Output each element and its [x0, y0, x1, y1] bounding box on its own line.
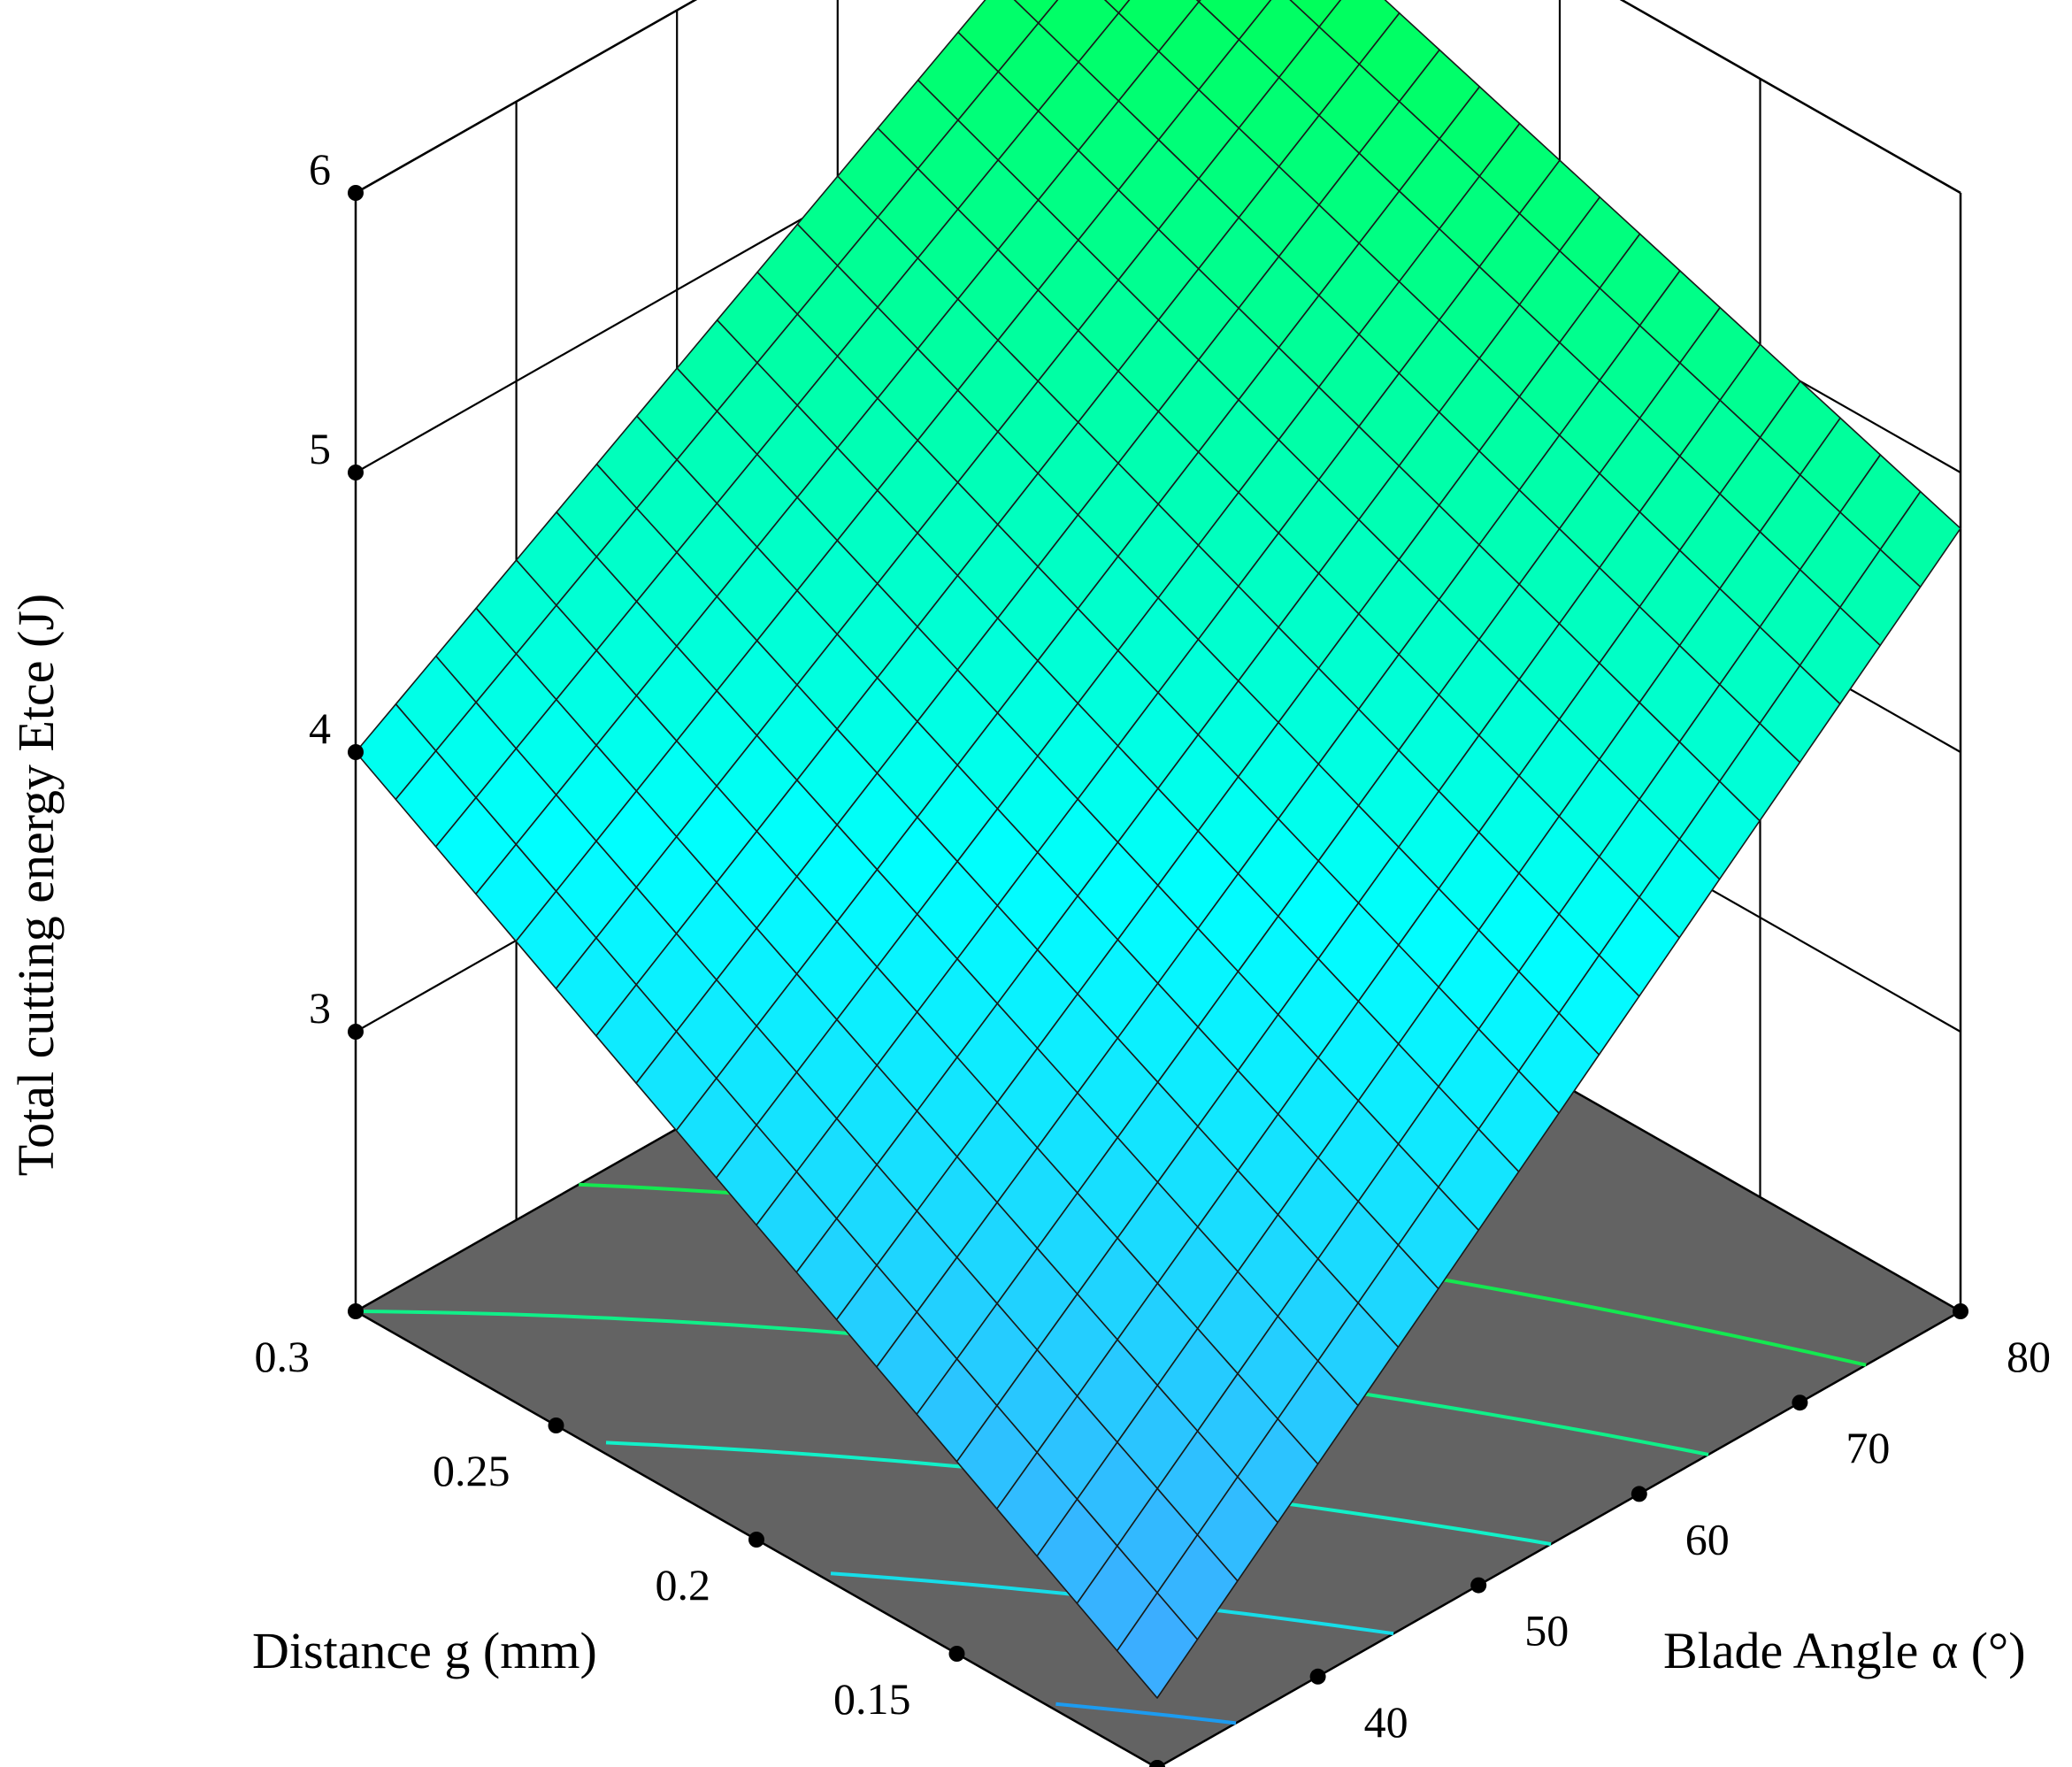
y-tick-label-1: 40	[1364, 1697, 1408, 1747]
y-tick-marker-2	[1470, 1577, 1487, 1594]
z-tick-marker-0	[348, 1024, 364, 1040]
response-surface	[355, 0, 1961, 1699]
x-tick-label-2: 0.2	[656, 1560, 711, 1610]
x-tick-marker-3	[548, 1417, 564, 1433]
y-tick-marker-5	[1953, 1303, 1968, 1319]
surface-cell-0-0	[1116, 1592, 1199, 1699]
x-tick-marker-4	[348, 1303, 364, 1319]
x-tick-marker-1	[948, 1646, 965, 1662]
surface-cell-18-17	[1103, 0, 1131, 14]
tick-labels: 0.10.150.20.250.33040506070803456	[255, 144, 2052, 1747]
y-tick-label-5: 80	[2007, 1332, 2051, 1381]
surface-cell-19-16	[1013, 0, 1059, 24]
y-tick-label-3: 60	[1685, 1514, 1730, 1563]
y-axis-title: Blade Angle α (°)	[1663, 1622, 2026, 1679]
z-tick-marker-2	[348, 465, 364, 480]
y-tick-marker-4	[1792, 1394, 1808, 1411]
x-tick-label-4: 0.3	[255, 1332, 311, 1381]
z-tick-marker-3	[348, 185, 364, 201]
x-tick-marker-2	[748, 1532, 764, 1548]
x-axis-title: Distance g (mm)	[252, 1622, 597, 1679]
z-tick-label-2: 5	[309, 424, 331, 473]
z-tick-marker-1	[348, 744, 364, 760]
x-tick-label-3: 0.25	[433, 1446, 510, 1495]
z-tick-label-3: 6	[309, 144, 331, 194]
z-tick-label-1: 4	[309, 703, 331, 753]
z-axis-title: Total cutting energy Etce (J)	[7, 594, 65, 1176]
y-tick-marker-1	[1309, 1668, 1326, 1685]
x-tick-label-1: 0.15	[833, 1674, 911, 1724]
z-gridline-3	[355, 0, 1961, 194]
z-tick-label-0: 3	[309, 983, 331, 1033]
y-tick-marker-0	[1149, 1760, 1165, 1767]
y-tick-marker-3	[1631, 1486, 1647, 1502]
y-tick-label-4: 70	[1846, 1423, 1890, 1472]
y-tick-label-2: 50	[1524, 1606, 1569, 1656]
contour-0	[1055, 1702, 1237, 1725]
tick-markers	[348, 185, 1968, 1767]
